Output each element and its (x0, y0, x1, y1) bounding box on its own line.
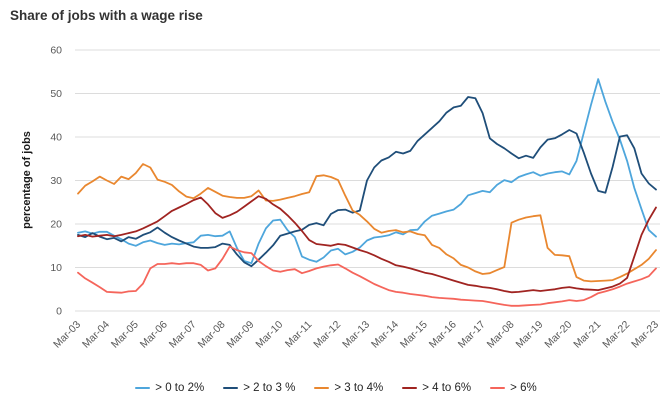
x-tick-label: Mar-13 (340, 319, 372, 351)
x-tick-label: Mar-06 (138, 319, 170, 351)
gridlines (75, 49, 660, 312)
x-tick-label: Mar-09 (225, 319, 257, 351)
legend-item-4[interactable]: > 6% (490, 382, 537, 394)
x-tick-label: Mar-15 (398, 319, 430, 351)
legend-dash-icon (490, 386, 506, 390)
chart-title: Share of jobs with a wage rise (10, 8, 203, 23)
y-tick-label: 10 (50, 262, 62, 274)
legend-dash-icon (402, 386, 418, 390)
legend-label: > 0 to 2% (155, 382, 205, 394)
legend-label: > 3 to 4% (334, 382, 384, 394)
x-tick-label: Mar-16 (427, 319, 459, 351)
legend-item-1[interactable]: > 2 to 3 % (223, 382, 295, 394)
x-tick-label: Mar-17 (456, 319, 488, 351)
legend-label: > 4 to 6% (422, 382, 472, 394)
y-tick-label: 50 (50, 88, 62, 100)
y-tick-label: 30 (50, 175, 62, 187)
y-tick-label: 40 (50, 132, 62, 144)
legend-item-2[interactable]: > 3 to 4% (314, 382, 383, 394)
x-tick-label: Mar-05 (109, 319, 141, 351)
series-line-4 (77, 245, 657, 307)
y-tick-label: 60 (50, 45, 62, 57)
x-tick-label: Mar-08 (485, 319, 517, 351)
x-tick-label: Mar-10 (253, 319, 285, 351)
series-line-2 (77, 163, 657, 283)
chart-legend: > 0 to 2% > 2 to 3 % > 3 to 4% > 4 to 6% > 6… (0, 382, 672, 394)
x-tick-label: Mar-23 (629, 319, 661, 351)
y-tick-label: 20 (50, 219, 62, 231)
legend-item-0[interactable]: > 0 to 2% (135, 382, 204, 394)
x-tick-label: Mar-19 (514, 319, 546, 351)
x-tick-label: Mar-12 (311, 319, 343, 351)
x-axis-tick-labels: Mar-03Mar-04Mar-05Mar-06Mar-07Mar-08Mar-… (51, 319, 661, 351)
legend-dash-icon (135, 386, 151, 390)
x-tick-label: Mar-08 (196, 319, 228, 351)
series-line-0 (77, 78, 657, 265)
series-line-3 (77, 195, 657, 294)
legend-label: > 2 to 3 % (243, 382, 296, 394)
x-tick-label: Mar-20 (542, 319, 574, 351)
legend-dash-icon (314, 386, 330, 390)
legend-dash-icon (223, 386, 239, 390)
x-tick-label: Mar-14 (369, 319, 401, 351)
legend-item-3[interactable]: > 4 to 6% (402, 382, 471, 394)
x-tick-label: Mar-04 (80, 319, 112, 351)
x-tick-label: Mar-07 (167, 319, 199, 351)
x-tick-label: Mar-21 (571, 319, 603, 351)
series-line-1 (77, 96, 657, 268)
y-tick-label: 0 (56, 306, 62, 318)
y-axis-title: percentage of jobs (21, 131, 33, 229)
y-axis-tick-labels: 0 10 20 30 40 50 60 (50, 45, 62, 318)
x-tick-label: Mar-11 (283, 319, 315, 351)
x-tick-label: Mar-03 (51, 319, 83, 351)
legend-label: > 6% (510, 382, 537, 394)
x-tick-label: Mar-22 (600, 319, 632, 351)
